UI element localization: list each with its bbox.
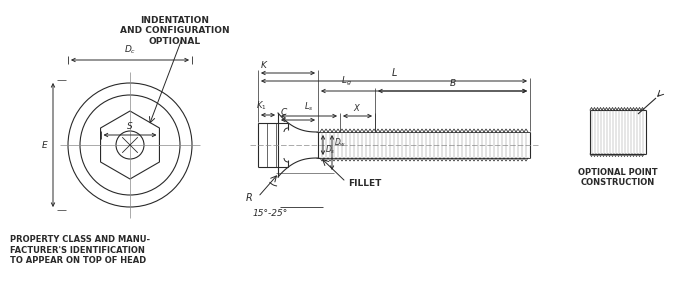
Text: 15°-25°: 15°-25° (252, 209, 288, 218)
Text: $D_w$: $D_w$ (334, 137, 346, 149)
Text: $E$: $E$ (41, 140, 49, 151)
Text: $K$: $K$ (260, 59, 268, 70)
Text: $S$: $S$ (126, 120, 133, 131)
Text: $L$: $L$ (391, 66, 398, 78)
Text: INDENTATION
AND CONFIGURATION
OPTIONAL: INDENTATION AND CONFIGURATION OPTIONAL (120, 16, 230, 46)
Text: $B$: $B$ (449, 77, 457, 88)
Text: PROPERTY CLASS AND MANU-
FACTURER'S IDENTIFICATION
TO APPEAR ON TOP OF HEAD: PROPERTY CLASS AND MANU- FACTURER'S IDEN… (10, 235, 150, 265)
Text: FILLET: FILLET (348, 179, 382, 188)
Text: $X$: $X$ (353, 102, 361, 113)
Text: OPTIONAL POINT
CONSTRUCTION: OPTIONAL POINT CONSTRUCTION (578, 168, 657, 188)
Text: $L_s$: $L_s$ (304, 100, 314, 113)
Text: $C$: $C$ (280, 106, 288, 117)
Text: $L_g$: $L_g$ (341, 75, 352, 88)
Text: $D_c$: $D_c$ (124, 44, 136, 56)
Text: $K_1$: $K_1$ (256, 100, 267, 112)
Text: $R$: $R$ (245, 191, 253, 203)
Text: $D_s$: $D_s$ (325, 144, 336, 156)
